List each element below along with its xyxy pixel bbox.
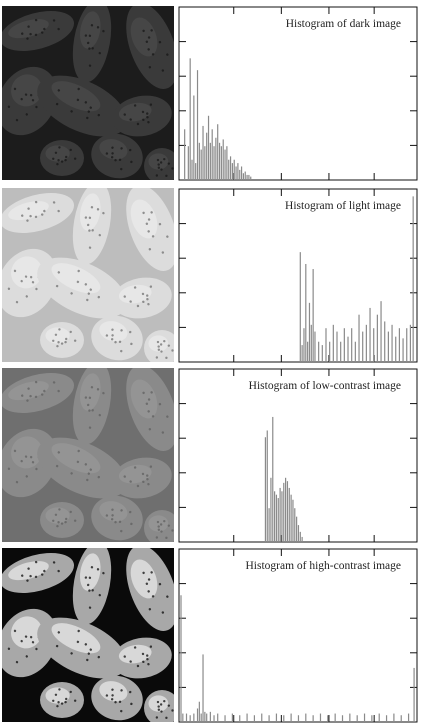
chart-title: Histogram of dark image — [286, 18, 401, 30]
pollen-grain-2 — [126, 368, 174, 451]
pollen-grain-1 — [72, 368, 112, 445]
low-contrast-image — [2, 368, 174, 542]
pollen-grain-4 — [37, 257, 127, 319]
dark-image — [2, 6, 174, 180]
pollen-grain-5 — [112, 277, 172, 319]
pollen-grain-8 — [144, 510, 174, 542]
panel-row-light: Histogram of light image — [0, 188, 423, 366]
chart-title: Histogram of low-contrast image — [249, 380, 401, 392]
pollen-grain-6 — [40, 502, 84, 538]
pollen-grain-1 — [72, 188, 112, 265]
pollen-grain-8 — [144, 690, 174, 722]
histogram-dark-chart: Histogram of dark image — [178, 6, 418, 181]
histogram-light-chart: Histogram of light image — [178, 188, 418, 363]
pollen-grain-1 — [72, 6, 112, 83]
light-image — [2, 188, 174, 362]
histogram-high-contrast-chart: Histogram of high-contrast image — [178, 548, 418, 723]
pollen-grain-4 — [37, 617, 127, 679]
pollen-grain-7 — [91, 133, 143, 179]
pollen-grain-4 — [37, 75, 127, 137]
pollen-grain-5 — [112, 457, 172, 499]
pollen-grain-0 — [2, 373, 74, 413]
plot-frame — [178, 6, 418, 181]
high-contrast-image — [2, 548, 174, 722]
pollen-grain-2 — [126, 6, 174, 89]
pollen-grain-8 — [144, 330, 174, 362]
pollen-grain-2 — [126, 188, 174, 271]
panel-row-high-contrast: Histogram of high-contrast image — [0, 548, 423, 726]
pollen-grain-5 — [112, 95, 172, 137]
pollen-grain-0 — [2, 11, 74, 51]
pollen-grain-5 — [112, 637, 172, 679]
pollen-grain-7 — [91, 495, 143, 541]
panel-row-dark: Histogram of dark image — [0, 6, 423, 184]
pollen-grain-6 — [40, 682, 84, 718]
pollen-grain-2 — [126, 548, 174, 631]
pollen-grain-7 — [91, 315, 143, 361]
pollen-grain-6 — [40, 140, 84, 176]
pollen-grain-6 — [40, 322, 84, 358]
pollen-grain-8 — [144, 148, 174, 180]
pollen-grain-0 — [2, 553, 74, 593]
chart-title: Histogram of light image — [285, 200, 401, 212]
pollen-grain-7 — [91, 675, 143, 721]
pollen-grain-4 — [37, 437, 127, 499]
pollen-grain-1 — [72, 548, 112, 625]
pollen-grain-0 — [2, 193, 74, 233]
histogram-low-contrast-chart: Histogram of low-contrast image — [178, 368, 418, 543]
panel-row-low-contrast: Histogram of low-contrast image — [0, 368, 423, 546]
chart-title: Histogram of high-contrast image — [245, 560, 401, 572]
plot-frame — [178, 548, 418, 723]
plot-frame — [178, 368, 418, 543]
